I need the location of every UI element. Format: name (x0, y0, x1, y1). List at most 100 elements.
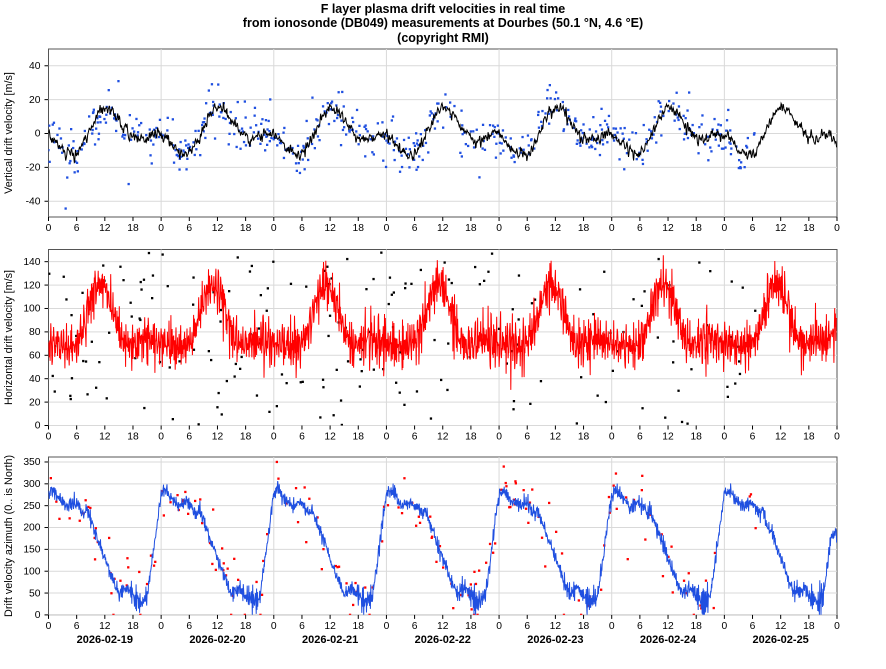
svg-text:18: 18 (353, 621, 365, 632)
svg-text:0: 0 (46, 432, 52, 443)
svg-text:0: 0 (271, 621, 277, 632)
svg-text:0: 0 (271, 432, 277, 443)
svg-text:2026-02-22: 2026-02-22 (415, 634, 471, 646)
svg-text:12: 12 (437, 223, 449, 234)
svg-text:0: 0 (35, 129, 41, 140)
svg-text:18: 18 (240, 621, 252, 632)
svg-text:2026-02-24: 2026-02-24 (640, 634, 697, 646)
svg-text:18: 18 (690, 621, 702, 632)
svg-text:18: 18 (127, 621, 139, 632)
svg-text:6: 6 (186, 432, 192, 443)
svg-text:50: 50 (29, 588, 41, 599)
svg-text:-40: -40 (26, 196, 41, 207)
svg-text:6: 6 (74, 223, 80, 234)
svg-text:12: 12 (662, 223, 674, 234)
svg-text:0: 0 (35, 421, 41, 432)
svg-text:12: 12 (550, 621, 562, 632)
svg-text:18: 18 (578, 432, 590, 443)
svg-text:18: 18 (127, 432, 139, 443)
svg-text:150: 150 (23, 545, 40, 556)
svg-text:6: 6 (750, 621, 756, 632)
svg-text:6: 6 (186, 223, 192, 234)
svg-text:6: 6 (74, 432, 80, 443)
svg-text:6: 6 (299, 432, 305, 443)
svg-text:12: 12 (662, 432, 674, 443)
svg-text:6: 6 (637, 432, 643, 443)
svg-text:12: 12 (99, 223, 111, 234)
svg-text:0: 0 (271, 223, 277, 234)
svg-text:18: 18 (690, 432, 702, 443)
svg-text:18: 18 (465, 621, 477, 632)
svg-text:12: 12 (324, 432, 336, 443)
svg-text:0: 0 (834, 621, 840, 632)
svg-text:18: 18 (690, 223, 702, 234)
svg-text:6: 6 (412, 621, 418, 632)
svg-text:18: 18 (353, 432, 365, 443)
svg-text:12: 12 (212, 223, 224, 234)
svg-text:0: 0 (496, 621, 502, 632)
svg-text:6: 6 (524, 223, 530, 234)
svg-text:2026-02-19: 2026-02-19 (77, 634, 133, 646)
svg-text:18: 18 (465, 223, 477, 234)
svg-text:2026-02-20: 2026-02-20 (189, 634, 245, 646)
svg-text:100: 100 (23, 304, 40, 315)
svg-text:6: 6 (412, 223, 418, 234)
svg-text:40: 40 (29, 374, 41, 385)
svg-text:2026-02-23: 2026-02-23 (527, 634, 583, 646)
svg-text:300: 300 (23, 479, 40, 490)
svg-text:0: 0 (721, 432, 727, 443)
svg-text:6: 6 (412, 432, 418, 443)
svg-text:12: 12 (550, 432, 562, 443)
svg-text:12: 12 (437, 621, 449, 632)
svg-text:18: 18 (465, 432, 477, 443)
svg-text:6: 6 (299, 223, 305, 234)
svg-text:100: 100 (23, 566, 40, 577)
svg-text:12: 12 (775, 621, 787, 632)
svg-text:18: 18 (240, 223, 252, 234)
svg-text:0: 0 (46, 223, 52, 234)
svg-text:0: 0 (158, 621, 164, 632)
svg-text:140: 140 (23, 257, 40, 268)
svg-text:18: 18 (127, 223, 139, 234)
svg-text:250: 250 (23, 501, 40, 512)
svg-text:6: 6 (637, 223, 643, 234)
svg-text:18: 18 (578, 223, 590, 234)
svg-text:0: 0 (609, 223, 615, 234)
svg-text:60: 60 (29, 350, 41, 361)
svg-text:0: 0 (721, 621, 727, 632)
svg-text:18: 18 (803, 621, 815, 632)
svg-text:0: 0 (384, 621, 390, 632)
svg-text:350: 350 (23, 457, 40, 468)
svg-text:-20: -20 (26, 163, 41, 174)
svg-text:6: 6 (750, 223, 756, 234)
svg-text:0: 0 (834, 432, 840, 443)
svg-text:0: 0 (384, 432, 390, 443)
svg-text:0: 0 (834, 223, 840, 234)
svg-text:20: 20 (29, 95, 41, 106)
svg-text:6: 6 (74, 621, 80, 632)
svg-text:0: 0 (496, 223, 502, 234)
svg-text:18: 18 (240, 432, 252, 443)
svg-text:0: 0 (496, 432, 502, 443)
svg-text:12: 12 (775, 223, 787, 234)
svg-text:0: 0 (721, 223, 727, 234)
svg-text:40: 40 (29, 61, 41, 72)
svg-text:6: 6 (524, 432, 530, 443)
svg-text:12: 12 (99, 432, 111, 443)
svg-text:0: 0 (609, 432, 615, 443)
svg-text:0: 0 (609, 621, 615, 632)
svg-text:18: 18 (803, 223, 815, 234)
svg-text:12: 12 (324, 621, 336, 632)
svg-text:0: 0 (35, 610, 41, 621)
svg-text:120: 120 (23, 280, 40, 291)
svg-text:12: 12 (775, 432, 787, 443)
svg-text:6: 6 (637, 621, 643, 632)
svg-text:Vertical drift velocity [m/s]: Vertical drift velocity [m/s] (3, 72, 15, 194)
svg-text:12: 12 (99, 621, 111, 632)
svg-text:12: 12 (212, 432, 224, 443)
svg-text:6: 6 (186, 621, 192, 632)
svg-text:0: 0 (158, 223, 164, 234)
svg-text:0: 0 (46, 621, 52, 632)
svg-text:12: 12 (550, 223, 562, 234)
svg-text:80: 80 (29, 327, 41, 338)
